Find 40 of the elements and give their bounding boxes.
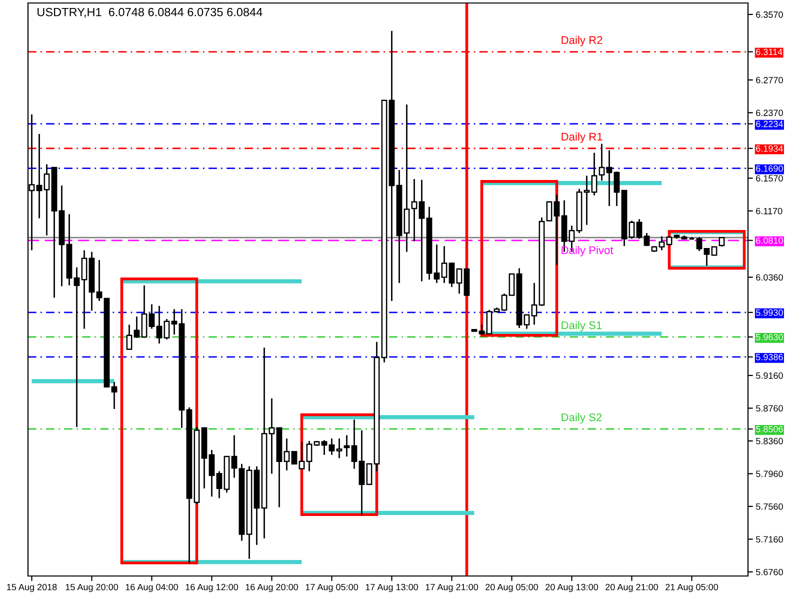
x-tick-label: 15 Aug 2018 — [7, 584, 57, 592]
y-tick-label: 6.2370 — [756, 110, 783, 116]
y-tick-label: 5.9386 — [756, 354, 783, 360]
x-tick-label: 21 Aug 05:00 — [666, 584, 718, 592]
x-tick-label: 16 Aug 20:00 — [246, 584, 298, 592]
y-tick-label: 6.1170 — [756, 208, 782, 214]
ref-line-label: Daily R2 — [562, 36, 602, 46]
x-tick-label: 16 Aug 12:00 — [186, 584, 238, 592]
y-tick-label: 5.9930 — [756, 309, 783, 316]
x-tick-label: 20 Aug 05:00 — [486, 584, 538, 592]
x-tick-label: 20 Aug 21:00 — [606, 584, 658, 592]
y-tick-label: 6.1690 — [756, 165, 783, 172]
y-tick-label: 5.7960 — [756, 470, 783, 478]
y-tick-label: 6.3570 — [756, 11, 783, 18]
y-tick-label: 5.8760 — [756, 405, 783, 412]
y-tick-label: 6.0360 — [756, 274, 783, 281]
x-tick-label: 15 Aug 20:00 — [66, 584, 118, 592]
y-tick-label: 5.6760 — [756, 568, 783, 576]
x-tick-label: 20 Aug 13:00 — [546, 584, 598, 592]
x-tick-label: 17 Aug 21:00 — [426, 584, 478, 592]
ref-line-label: Daily S1 — [562, 321, 602, 332]
y-tick-label: 5.8360 — [756, 438, 783, 444]
ref-line-label: Daily Pivot — [562, 246, 614, 256]
y-tick-label: 5.9160 — [756, 372, 783, 379]
y-tick-label: 5.7160 — [756, 536, 783, 543]
x-tick-label: 16 Aug 04:00 — [126, 584, 178, 592]
y-tick-label: 6.0810 — [756, 237, 783, 244]
y-tick-label: 5.9630 — [756, 334, 783, 340]
ref-line-label: Daily S2 — [562, 413, 602, 424]
x-tick-label: 17 Aug 13:00 — [366, 584, 418, 592]
x-tick-label: 17 Aug 05:00 — [306, 584, 358, 592]
ref-line-label: Daily R1 — [562, 132, 602, 143]
y-tick-label: 6.1570 — [756, 175, 783, 182]
chart-title: USDTRY,H1 6.0748 6.0844 6.0735 6.0844 — [38, 8, 262, 18]
y-tick-label: 6.2770 — [756, 76, 783, 84]
y-tick-label: 6.1934 — [756, 145, 783, 152]
y-tick-label: 5.8506 — [756, 426, 783, 432]
y-tick-label: 5.7560 — [756, 503, 783, 510]
y-tick-label: 6.3114 — [756, 48, 782, 56]
y-tick-label: 6.2234 — [756, 120, 783, 128]
